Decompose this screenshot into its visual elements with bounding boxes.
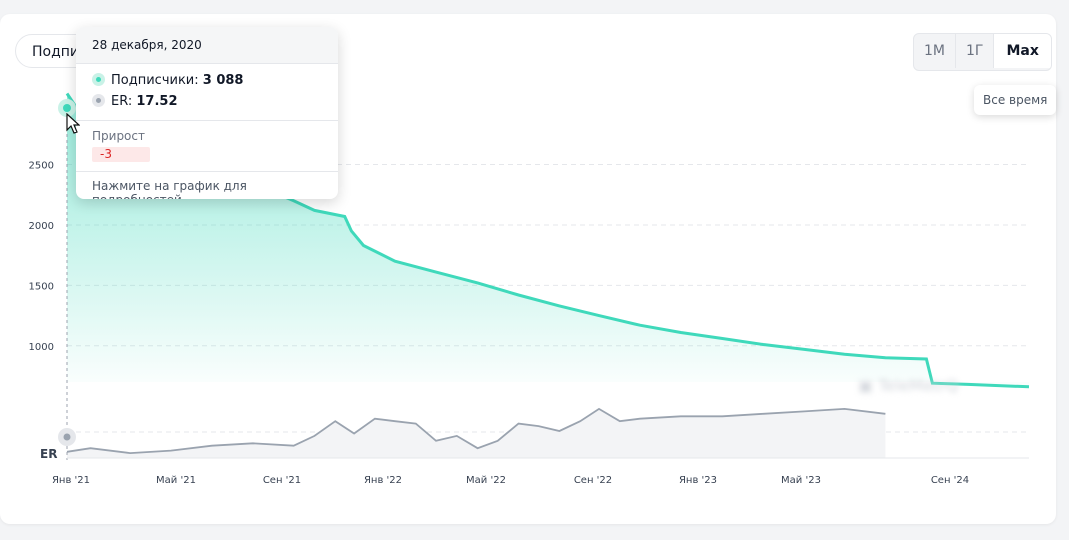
er-axis-label: ER: [40, 447, 57, 461]
range-1y-button[interactable]: 1Г: [956, 34, 995, 68]
watermark: ▣ TeleMetrQ: [858, 376, 959, 395]
subscribers-area: [67, 93, 1029, 387]
x-tick-label: Сен '21: [263, 475, 301, 486]
y-tick-label: 2000: [29, 221, 54, 232]
er-line: [66, 407, 886, 455]
tooltip-subscribers-row: Подписчики: 3 088: [92, 73, 243, 88]
subscribers-hover-dot: [63, 104, 71, 112]
x-tick-label: Сен '24: [931, 475, 969, 486]
x-tick-label: Янв '23: [679, 475, 717, 486]
subscribers-dot-icon: [92, 73, 105, 86]
chart-tooltip: 28 декабря, 2020 Подписчики: 3 088 ER: 1…: [76, 27, 338, 199]
y-tick-label: 1500: [29, 281, 54, 292]
tooltip-subscribers-value: 3 088: [202, 73, 244, 88]
tooltip-er-value: 17.52: [136, 94, 178, 109]
tooltip-divider-2: [76, 171, 338, 172]
er-hover-dot: [63, 433, 71, 441]
y-tick-label: 1000: [29, 342, 54, 353]
x-tick-label: Май '21: [156, 475, 196, 486]
tooltip-footer: Нажмите на график для подробностей: [92, 179, 247, 199]
x-tick-label: Сен '22: [574, 475, 612, 486]
tooltip-er-label: ER:: [111, 94, 133, 109]
er-dot-icon: [92, 94, 105, 107]
tooltip-divider: [76, 120, 338, 121]
tooltip-er-row: ER: 17.52: [92, 94, 178, 109]
tooltip-gain-value: -3: [92, 147, 150, 162]
tooltip-gain-label: Прирост: [92, 129, 145, 143]
range-max-button[interactable]: Max: [994, 34, 1051, 68]
x-tick-label: Янв '21: [52, 475, 90, 486]
y-tick-label: 2500: [29, 161, 54, 172]
range-selector: 1М 1Г Max: [913, 33, 1052, 71]
tooltip-date: 28 декабря, 2020: [76, 27, 338, 64]
tooltip-subscribers-label: Подписчики:: [111, 73, 199, 88]
range-1m-button[interactable]: 1М: [914, 34, 956, 68]
mouse-cursor-icon: [66, 113, 80, 134]
range-tooltip: Все время: [974, 85, 1057, 115]
x-tick-label: Май '23: [781, 475, 821, 486]
x-tick-label: Янв '22: [364, 475, 402, 486]
x-tick-label: Май '22: [466, 475, 506, 486]
er-area: [67, 408, 886, 458]
